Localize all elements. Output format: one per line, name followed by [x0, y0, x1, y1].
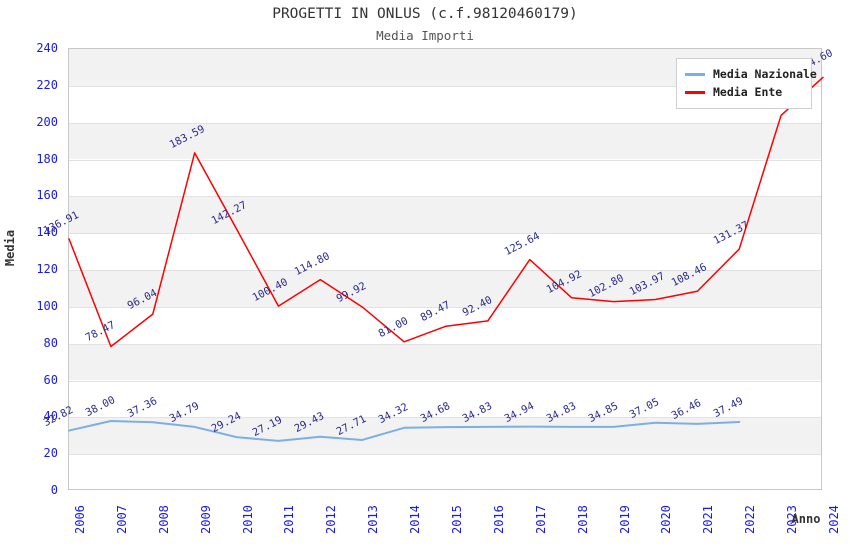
- x-axis-tick-label: 2018: [575, 505, 590, 534]
- background-band: [69, 196, 821, 234]
- plot-area: 32.82 38.00 37.36 34.79 29.24 27.19 29.43 27.71…: [42, 47, 835, 490]
- chart-legend: Media Nazionale Media Ente: [676, 58, 817, 109]
- x-axis-tick-label: 2013: [366, 505, 381, 534]
- y-axis-tick-label: 240: [36, 41, 58, 55]
- x-axis-tick-label: 2024: [827, 505, 841, 534]
- x-axis-tick-label: 2016: [491, 505, 506, 534]
- y-axis-tick-label: 100: [36, 298, 58, 313]
- y-axis-tick-label: 160: [36, 188, 58, 203]
- gridline: [69, 159, 821, 161]
- x-axis-tick-label: 2014: [408, 505, 423, 534]
- legend-swatch-media-nazionale: [685, 72, 705, 76]
- y-axis-tick-label: 220: [36, 77, 58, 92]
- gridline: [69, 417, 821, 419]
- legend-label-media-nazionale: Media Nazionale: [713, 67, 817, 81]
- gridline: [69, 85, 821, 87]
- chart-subtitle: Media Importi: [376, 28, 474, 43]
- series-line-media-nazionale: [68, 420, 741, 442]
- x-axis-tick-label: 2022: [743, 505, 758, 534]
- legend-label-media-ente: Media Ente: [713, 85, 783, 99]
- x-axis-tick-label: 2007: [114, 505, 129, 534]
- background-band: [69, 343, 821, 381]
- y-axis-tick-label: 200: [36, 114, 58, 129]
- data-series-layer: [68, 76, 824, 442]
- x-axis-tick-label: 2019: [617, 505, 632, 534]
- gridline: [69, 196, 821, 198]
- x-axis-tick-label: 2020: [659, 505, 674, 534]
- legend-item-media-ente[interactable]: Media Ente: [685, 83, 803, 101]
- y-axis-title: Media: [3, 229, 17, 267]
- x-axis-tick-label: 2021: [701, 505, 716, 534]
- gridline: [69, 306, 821, 308]
- y-axis-tick-label: 180: [36, 151, 58, 166]
- y-axis-tick-label: 20: [43, 446, 58, 461]
- legend-swatch-media-ente: [685, 90, 705, 94]
- y-axis-tick-label: 60: [43, 372, 58, 387]
- x-axis-tick-label: 2015: [450, 505, 464, 534]
- x-axis-title: Anno: [791, 512, 821, 526]
- x-axis-tick-label: 2010: [240, 505, 255, 534]
- gridline: [69, 233, 821, 235]
- gridline: [69, 454, 821, 456]
- chart-title: PROGETTI IN ONLUS (c.f.98120460179): [272, 6, 578, 22]
- background-band: [69, 270, 821, 307]
- gridline: [69, 122, 821, 124]
- gridline: [69, 270, 821, 271]
- x-axis-tick-label: 2011: [282, 505, 297, 534]
- x-axis-tick-label: 2012: [324, 505, 339, 534]
- series-line-media-ente: [68, 76, 824, 348]
- x-axis-tick-label: 2017: [533, 505, 548, 534]
- x-axis-tick-label: 2006: [73, 505, 87, 534]
- gridline: [69, 343, 821, 345]
- x-axis-tick-label: 2023: [785, 505, 800, 534]
- y-axis-tick-label: 80: [43, 335, 58, 350]
- x-axis-tick-label: 2008: [156, 505, 171, 534]
- gridline: [69, 380, 821, 382]
- y-axis-tick-label: 0: [50, 483, 58, 497]
- x-axis-tick-label: 2009: [198, 505, 213, 534]
- legend-item-media-nazionale[interactable]: Media Nazionale: [685, 65, 817, 83]
